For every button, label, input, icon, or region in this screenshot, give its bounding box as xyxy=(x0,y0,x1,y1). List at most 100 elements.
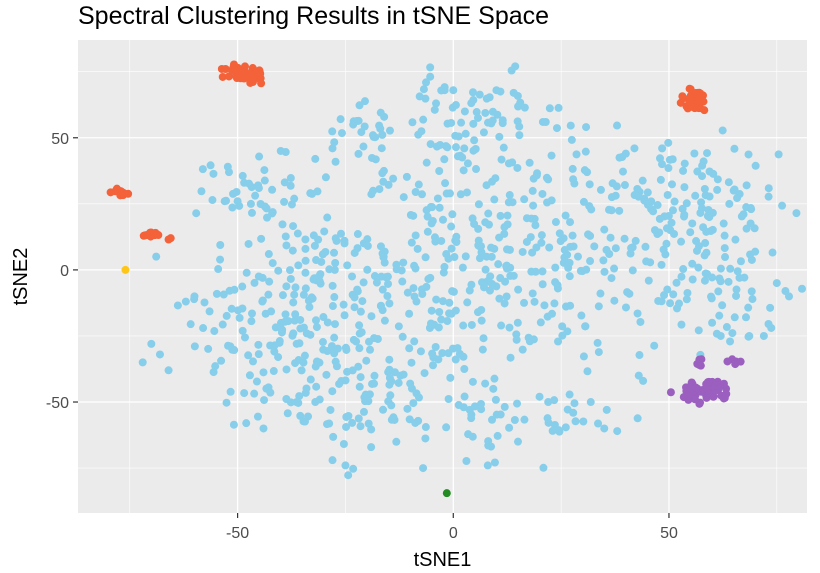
data-point xyxy=(513,163,522,172)
data-point xyxy=(495,132,504,141)
data-point xyxy=(656,175,665,184)
data-point xyxy=(553,281,562,290)
data-point xyxy=(508,158,517,167)
data-point xyxy=(226,342,235,351)
data-point xyxy=(245,371,254,380)
data-point xyxy=(247,208,256,217)
data-point xyxy=(463,159,472,168)
data-point xyxy=(747,205,756,214)
data-point xyxy=(376,301,385,310)
data-point xyxy=(315,358,324,367)
data-point xyxy=(256,200,265,209)
data-point xyxy=(260,166,269,175)
data-point xyxy=(442,423,451,432)
data-point xyxy=(310,241,319,250)
data-point xyxy=(565,258,574,267)
data-point xyxy=(276,146,285,155)
data-point xyxy=(260,396,269,405)
data-point xyxy=(545,243,554,252)
data-point xyxy=(353,287,362,296)
data-point xyxy=(286,174,295,183)
data-point xyxy=(621,303,630,312)
data-point xyxy=(258,297,267,306)
data-point xyxy=(222,398,231,407)
data-point xyxy=(669,290,678,299)
data-point xyxy=(355,329,364,338)
data-point xyxy=(377,144,386,153)
data-point xyxy=(707,294,716,303)
data-point xyxy=(281,232,290,241)
data-point xyxy=(397,266,406,275)
data-point xyxy=(352,337,361,346)
data-point xyxy=(509,88,518,97)
data-point xyxy=(366,345,375,354)
data-point xyxy=(726,337,735,346)
data-point xyxy=(402,172,411,181)
data-point xyxy=(164,366,173,375)
plot-panel xyxy=(78,40,807,513)
data-point xyxy=(210,327,219,336)
data-point xyxy=(332,362,341,371)
data-point xyxy=(694,263,703,272)
data-point xyxy=(764,320,773,329)
data-point xyxy=(250,278,259,287)
data-point xyxy=(585,180,594,189)
data-point xyxy=(590,242,599,251)
data-point xyxy=(733,267,742,276)
data-point xyxy=(460,144,469,153)
data-point xyxy=(282,365,291,374)
data-point xyxy=(323,318,332,327)
data-point xyxy=(220,197,229,206)
data-point xyxy=(626,249,635,258)
y-axis-ticks: -50 0 50 xyxy=(46,131,78,412)
data-point xyxy=(565,390,574,399)
data-point xyxy=(722,323,731,332)
data-point xyxy=(117,189,126,198)
data-point xyxy=(281,310,290,319)
data-point xyxy=(291,310,300,319)
data-point xyxy=(355,344,364,353)
data-point xyxy=(205,307,214,316)
data-point xyxy=(620,234,629,243)
data-point xyxy=(367,153,376,162)
data-point xyxy=(337,129,346,138)
data-point xyxy=(497,321,506,330)
data-point xyxy=(460,107,469,116)
data-point xyxy=(255,72,264,81)
data-point xyxy=(280,178,289,187)
data-point xyxy=(666,299,675,308)
data-point xyxy=(370,272,379,281)
data-point xyxy=(426,202,435,211)
data-point xyxy=(285,266,294,275)
data-point xyxy=(508,198,517,207)
data-point xyxy=(538,267,547,276)
data-point xyxy=(547,196,556,205)
data-point xyxy=(481,108,490,117)
data-point xyxy=(403,404,412,413)
data-point xyxy=(441,142,450,151)
data-point xyxy=(641,242,650,251)
data-point xyxy=(306,330,315,339)
data-point xyxy=(417,190,426,199)
data-point xyxy=(700,251,709,260)
data-point xyxy=(613,121,622,130)
data-point xyxy=(700,276,709,285)
data-point xyxy=(437,236,446,245)
data-point xyxy=(528,289,537,298)
data-point xyxy=(548,426,557,435)
data-point xyxy=(583,168,592,177)
data-point xyxy=(470,136,479,145)
data-point xyxy=(667,218,676,227)
data-point xyxy=(725,199,734,208)
data-point xyxy=(642,257,651,266)
data-point xyxy=(610,264,619,273)
data-point xyxy=(581,322,590,331)
data-point xyxy=(630,144,639,153)
data-point xyxy=(225,286,234,295)
data-point xyxy=(759,331,768,340)
data-point xyxy=(447,309,456,318)
data-point xyxy=(208,196,217,205)
data-point xyxy=(328,456,337,465)
data-point xyxy=(520,298,529,307)
data-point xyxy=(468,432,477,441)
